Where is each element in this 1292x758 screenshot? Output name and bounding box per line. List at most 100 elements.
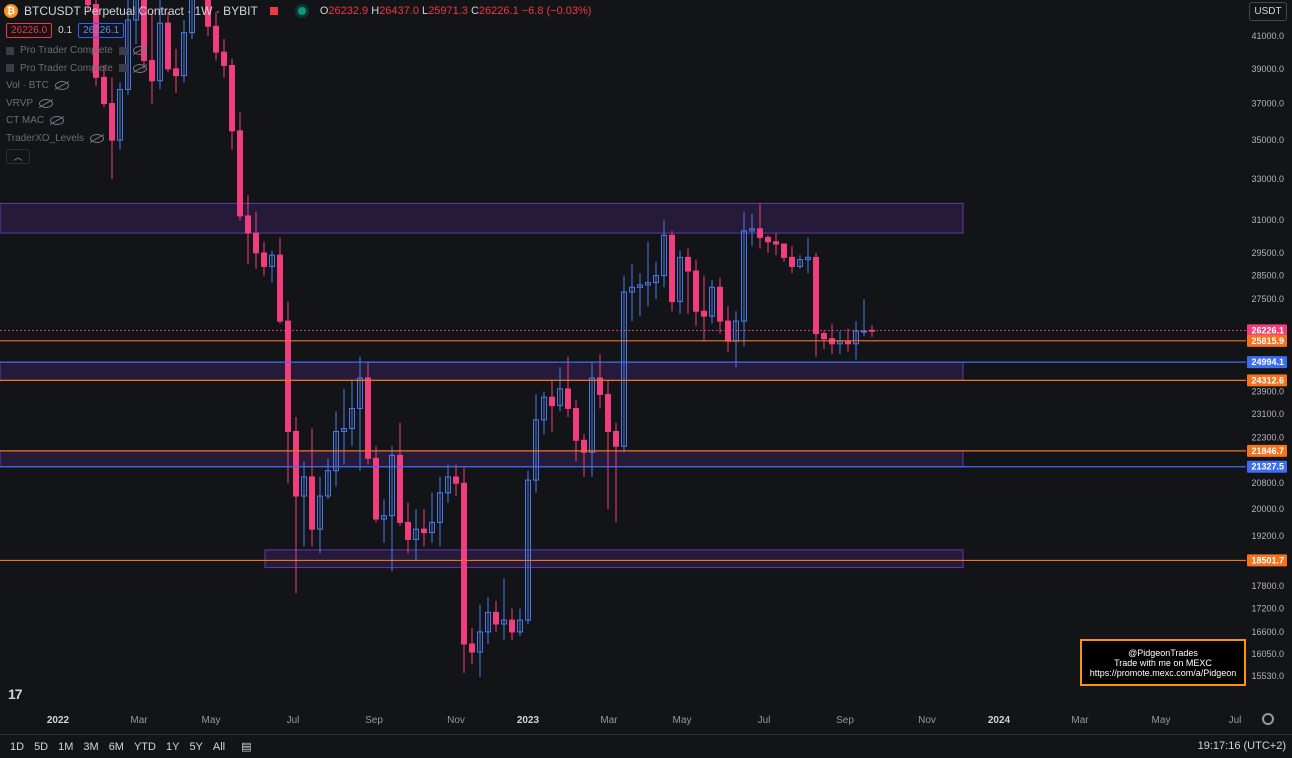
candle-body [661,234,667,277]
price-label: 21327.5 [1251,462,1284,472]
candle-body [229,64,235,132]
y-tick-label: 41000.0 [1251,31,1284,41]
eye-hidden-icon[interactable] [54,81,69,91]
eye-hidden-icon[interactable] [50,116,65,126]
price-chart[interactable]: 41000.0 39000.0 37000.0 35000.0 33000.0 31000… [0,0,1292,734]
y-tick-label: 16050.0 [1251,649,1284,659]
timeframe-6m[interactable]: 6M [108,740,124,753]
btc-logo-icon: ₿ [4,4,18,18]
candle-body [213,25,219,53]
x-tick-label: Sep [365,715,383,726]
timeframe-3m[interactable]: 3M [83,740,99,753]
candle-body [189,0,195,34]
y-tick-label: 31000.0 [1251,215,1284,225]
candle-body [781,243,787,258]
candle-body [237,130,243,217]
y-tick-label: 20800.0 [1251,478,1284,488]
x-tick-label: 2024 [988,715,1011,726]
y-tick-label: 28500.0 [1251,271,1284,281]
x-tick-label: May [1152,715,1171,726]
y-tick-label: 23100.0 [1251,409,1284,419]
candle-body [789,256,795,267]
candle-body [461,482,467,645]
candle-body [349,407,355,430]
candle-body [261,252,267,267]
eye-hidden-icon[interactable] [132,46,147,56]
price-label: 18501.7 [1251,555,1284,565]
supply-demand-zone [0,450,964,468]
candle-body [749,228,755,232]
candle-body [677,256,683,303]
indicator-color-swatch [6,64,14,73]
timeframe-all[interactable]: All [212,740,226,753]
timeframe-5y[interactable]: 5Y [189,740,203,753]
candle-body [253,232,259,254]
x-tick-label: Nov [918,715,936,726]
y-tick-label: 33000.0 [1251,174,1284,184]
clock-readout[interactable]: 19:17:16 (UTC+2) [1197,740,1286,752]
timeframe-1d[interactable]: 1D [10,740,25,753]
y-tick-label: 29500.0 [1251,248,1284,258]
eye-hidden-icon[interactable] [39,98,54,108]
candle-body [533,419,539,481]
timeframe-1m[interactable]: 1M [58,740,74,753]
indicator-item[interactable]: CT MAC [6,112,147,130]
candle-body [645,282,651,286]
watermark-text: Trade with me on MEXC [1114,657,1212,668]
candle-body [117,88,123,141]
candle-body [325,470,331,497]
candle-body [853,330,859,345]
eye-hidden-icon[interactable] [132,63,147,73]
watermark-handle: @PidgeonTrades [1128,647,1198,658]
x-tick-label: Jul [1229,715,1242,726]
candle-body [381,515,387,520]
timeframe-1y[interactable]: 1Y [165,740,180,753]
candle-body [221,51,227,66]
chevron-up-icon: ︿ [13,152,23,162]
candle-body [765,236,771,243]
timeframe-ytd[interactable]: YTD [133,740,156,753]
indicator-item[interactable]: Vol · BTC [6,77,147,95]
x-tick-label: Sep [836,715,854,726]
timeframe-5d[interactable]: 5D [34,740,49,753]
candle-body [525,479,531,621]
x-tick-label: May [202,715,221,726]
candle-body [413,528,419,540]
indicator-item[interactable]: Pro Trader Complete [6,42,147,60]
candle-body [109,103,115,141]
tradingview-logo-icon[interactable]: 17 [8,686,23,702]
candle-body [541,396,547,421]
candle-body [389,454,395,517]
price-label-box [1247,444,1287,457]
indicator-label: CT MAC [6,115,45,127]
indicator-item[interactable]: TraderXO_Levels [6,130,147,148]
buy-sell-panel: 26226.0 0.1 26226.1 [6,23,125,38]
supply-demand-zone [0,202,964,234]
candle-body [813,256,819,335]
candle-body [85,0,91,5]
candle-body [477,631,483,653]
eye-hidden-icon[interactable] [90,133,104,143]
indicator-item[interactable]: Pro Trader Complete [6,60,147,78]
currency-select[interactable]: USDT [1249,2,1287,21]
y-tick-label: 17200.0 [1251,604,1284,614]
market-status-icon [297,7,306,15]
y-tick-label: 27500.0 [1251,294,1284,304]
buy-button[interactable]: 26226.1 [78,23,125,38]
price-label-box [1247,554,1287,567]
sell-button[interactable]: 26226.0 [6,23,53,38]
candle-body [621,291,627,447]
candle-body [589,377,595,453]
date-range-icon[interactable]: ▤ [241,741,252,753]
candle-body [597,377,603,395]
collapse-legend-button[interactable]: ︿ [6,149,30,164]
indicator-item[interactable]: VRVP [6,95,147,113]
y-tick-label: 23900.0 [1251,387,1284,397]
flag-icon[interactable] [269,7,278,15]
candle-body [157,22,163,82]
symbol-title[interactable]: BTCUSDT Perpetual Contract · 1W · BYBIT [24,4,258,18]
candle-body [845,340,851,345]
gear-icon[interactable] [1262,713,1274,725]
candle-body [309,476,315,530]
candle-body [293,430,299,497]
